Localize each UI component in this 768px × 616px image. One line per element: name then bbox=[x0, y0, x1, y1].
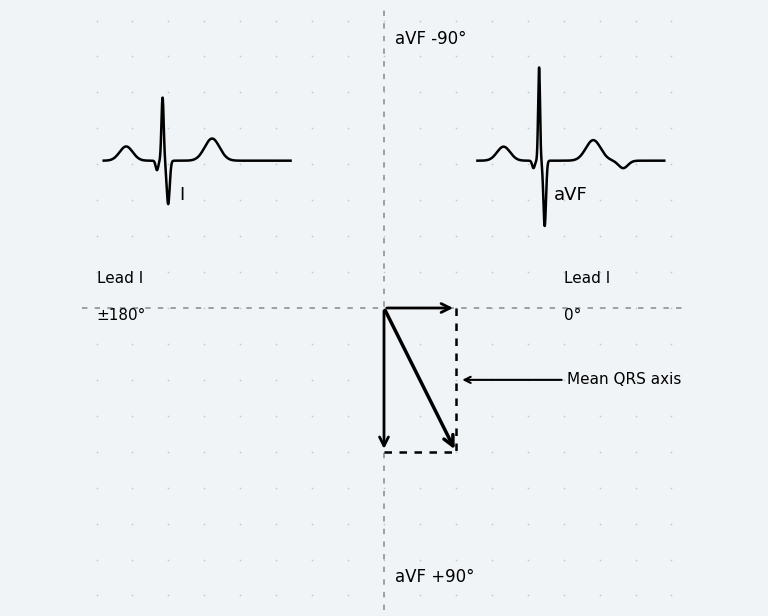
Text: aVF +90°: aVF +90° bbox=[395, 569, 475, 586]
Text: aVF -90°: aVF -90° bbox=[395, 30, 466, 47]
Text: Lead I: Lead I bbox=[97, 272, 143, 286]
Text: I: I bbox=[180, 186, 185, 204]
Text: Mean QRS axis: Mean QRS axis bbox=[465, 372, 682, 387]
Text: aVF: aVF bbox=[554, 186, 588, 204]
Text: ±180°: ±180° bbox=[97, 308, 146, 323]
Text: Lead I: Lead I bbox=[564, 272, 610, 286]
Text: 0°: 0° bbox=[564, 308, 581, 323]
